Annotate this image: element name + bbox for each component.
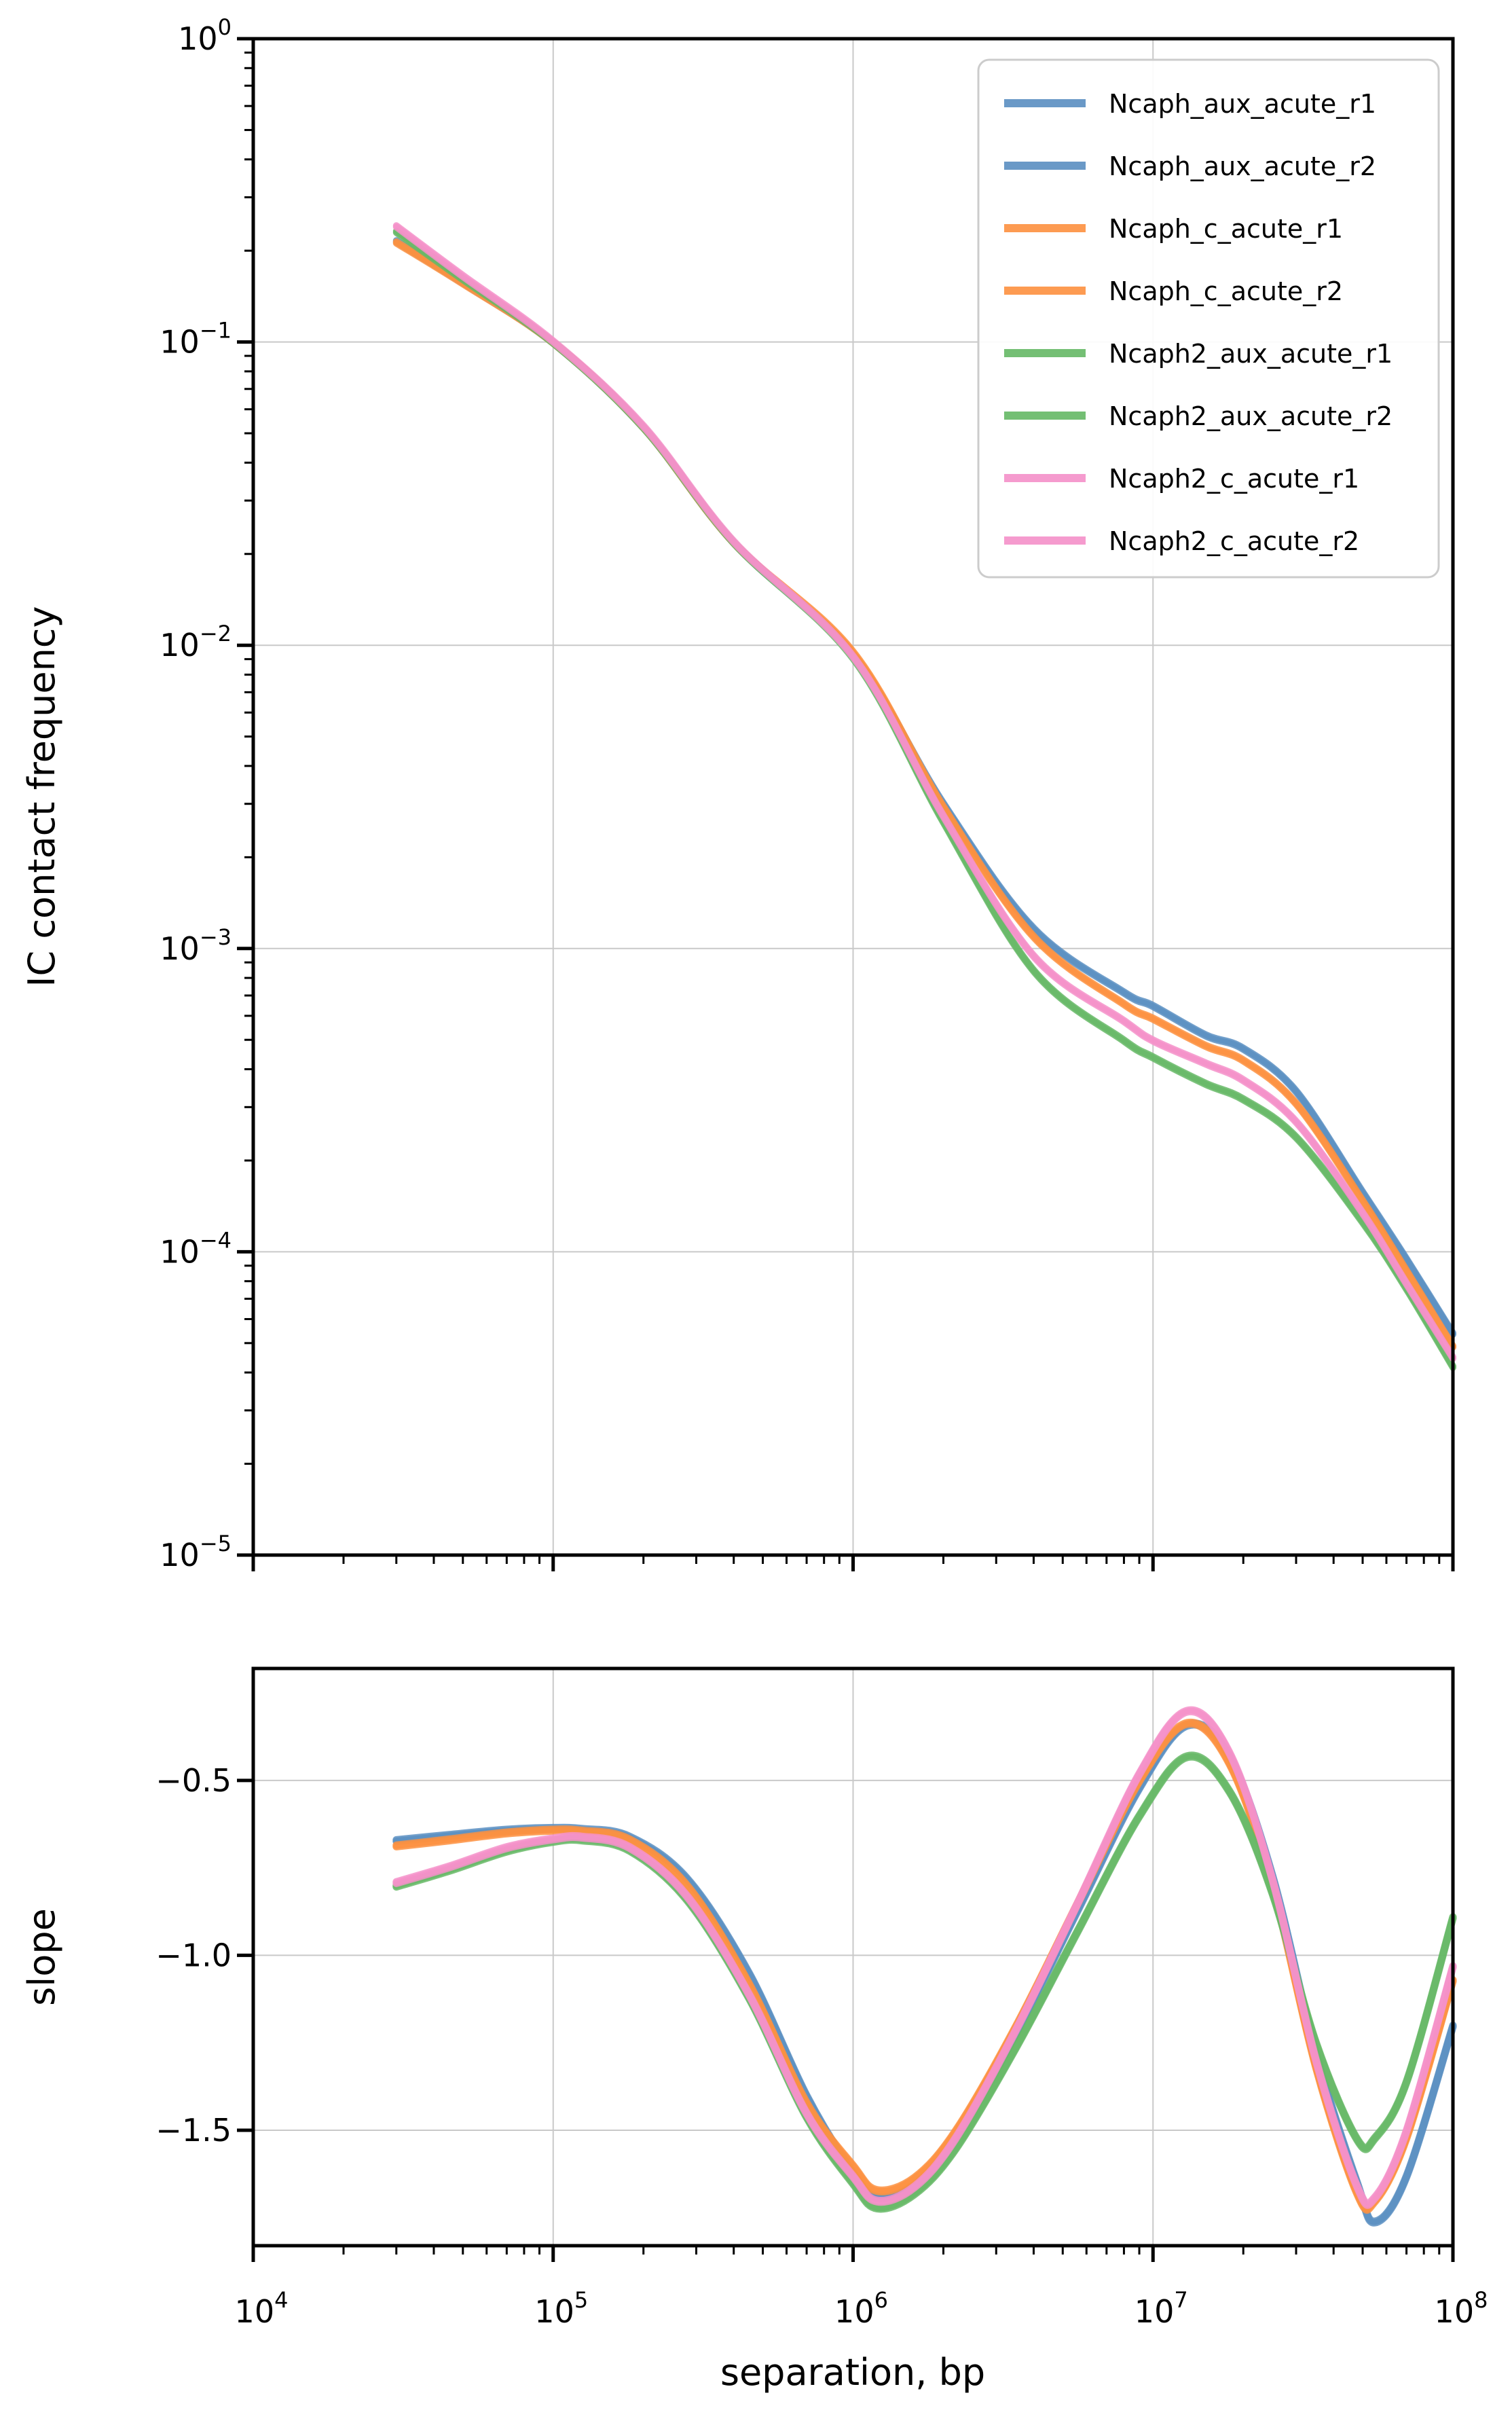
ytick-label: 10−1 [160,318,232,361]
ytick-label: 10−4 [160,1227,232,1270]
legend: Ncaph_aux_acute_r1 Ncaph_aux_acute_r2 Ncap… [977,58,1440,579]
legend-label: Ncaph2_c_acute_r1 [1109,464,1359,494]
legend-label: Ncaph_aux_acute_r1 [1109,89,1376,119]
legend-entry: Ncaph_aux_acute_r1 [1004,89,1376,119]
legend-label: Ncaph_aux_acute_r2 [1109,151,1376,181]
xtick-label: 108 [1435,2287,1488,2330]
legend-entry: Ncaph2_c_acute_r2 [1004,526,1359,556]
ytick-label: −1.0 [155,1937,232,1973]
top-y-axis-label: IC contact frequency [20,606,63,987]
legend-label: Ncaph_c_acute_r2 [1109,276,1343,306]
slope-plot: 104 105 106 107 108 −0.5 −1.0 −1.5 [155,1666,1488,2330]
xtick-label: 107 [1135,2287,1188,2330]
xtick-label: 104 [235,2287,289,2330]
ytick-label: 10−5 [160,1531,232,1573]
legend-entry: Ncaph2_aux_acute_r2 [1004,401,1393,431]
legend-label: Ncaph2_aux_acute_r2 [1109,401,1393,431]
contact-frequency-plot: 100 10−1 10−2 10−3 10−4 10−5 [160,14,1456,1573]
legend-entry: Ncaph_c_acute_r2 [1004,276,1343,306]
ytick-label: −0.5 [155,1762,232,1799]
bottom-y-axis-label: slope [20,1908,63,2006]
x-axis-label: separation, bp [720,2351,985,2394]
legend-entry: Ncaph_aux_acute_r2 [1004,151,1376,181]
ytick-label: 10−2 [160,621,232,663]
ytick-label: 100 [178,14,232,57]
legend-label: Ncaph2_c_acute_r2 [1109,526,1359,556]
legend-box [977,58,1440,579]
curve-Ncaph2_c_acute_r2 [392,223,1456,1362]
ytick-label: −1.5 [155,2112,232,2149]
legend-label: Ncaph_c_acute_r1 [1109,214,1343,244]
legend-entry: Ncaph_c_acute_r1 [1004,214,1343,244]
legend-entry: Ncaph2_aux_acute_r1 [1004,339,1393,369]
legend-label: Ncaph2_aux_acute_r1 [1109,339,1393,369]
curve-Ncaph2_c_acute_r2 [392,1707,1457,2209]
ytick-label: 10−3 [160,924,232,967]
xtick-label: 106 [834,2287,888,2330]
legend-entry: Ncaph2_c_acute_r1 [1004,464,1359,494]
xtick-label: 105 [534,2287,588,2330]
